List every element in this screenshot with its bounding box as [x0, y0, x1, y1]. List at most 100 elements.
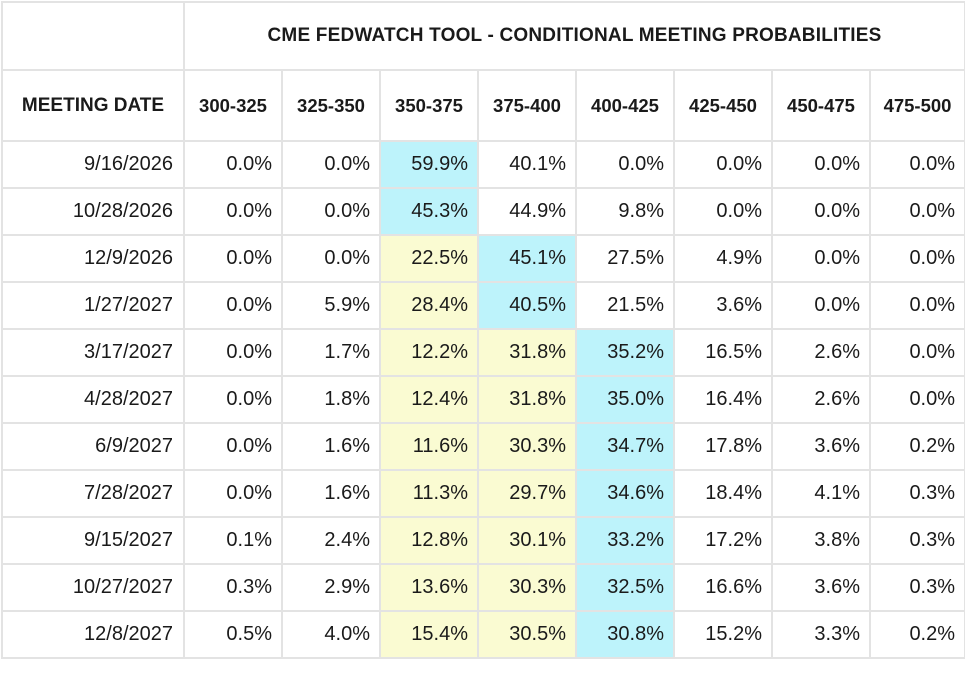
meeting-date-cell: 12/9/2026 — [1, 234, 185, 283]
probability-cell: 22.5% — [379, 234, 479, 283]
column-header: 325-350 — [281, 69, 381, 142]
column-header: 425-450 — [673, 69, 773, 142]
probability-cell: 16.6% — [673, 563, 773, 612]
probability-cell: 44.9% — [477, 187, 577, 236]
column-header: 450-475 — [771, 69, 871, 142]
probability-cell: 34.7% — [575, 422, 675, 471]
probability-cell: 59.9% — [379, 140, 479, 189]
title-row: CME FEDWATCH TOOL - CONDITIONAL MEETING … — [1, 1, 965, 71]
probability-cell: 0.0% — [183, 328, 283, 377]
probability-cell: 3.6% — [771, 563, 871, 612]
table-row: 1/27/2027 0.0% 5.9% 28.4% 40.5% 21.5% 3.6% 0.0%… — [1, 281, 965, 330]
probability-cell: 0.3% — [868, 563, 965, 612]
probability-cell: 0.0% — [868, 281, 965, 330]
probability-cell: 32.5% — [575, 563, 675, 612]
probability-cell: 2.4% — [281, 516, 381, 565]
probability-cell: 0.0% — [281, 187, 381, 236]
probability-cell: 0.2% — [868, 610, 965, 659]
probability-cell: 0.2% — [868, 422, 965, 471]
probability-cell: 0.5% — [183, 610, 283, 659]
meeting-date-cell: 9/15/2027 — [1, 516, 185, 565]
probability-cell: 5.9% — [281, 281, 381, 330]
probability-cell: 30.3% — [477, 563, 577, 612]
probability-cell: 0.0% — [868, 375, 965, 424]
probability-cell: 0.0% — [771, 140, 871, 189]
probability-cell: 2.6% — [771, 328, 871, 377]
meeting-date-cell: 9/16/2026 — [1, 140, 185, 189]
probability-cell: 34.6% — [575, 469, 675, 518]
probability-cell: 0.0% — [183, 375, 283, 424]
table-row: 9/16/2026 0.0% 0.0% 59.9% 40.1% 0.0% 0.0% 0.0% 0… — [1, 140, 965, 189]
header-row: MEETING DATE 300-325 325-350 350-375 375-40… — [1, 69, 965, 142]
table-row: 7/28/2027 0.0% 1.6% 11.3% 29.7% 34.6% 18.4% 4.1… — [1, 469, 965, 518]
probability-cell: 1.6% — [281, 469, 381, 518]
probability-cell: 45.3% — [379, 187, 479, 236]
probability-cell: 0.0% — [771, 187, 871, 236]
table-row: 12/8/2027 0.5% 4.0% 15.4% 30.5% 30.8% 15.2% 3.3… — [1, 610, 965, 659]
meeting-date-cell: 1/27/2027 — [1, 281, 185, 330]
probability-cell: 1.8% — [281, 375, 381, 424]
table-row: 4/28/2027 0.0% 1.8% 12.4% 31.8% 35.0% 16.4% 2.6… — [1, 375, 965, 424]
probability-cell: 17.2% — [673, 516, 773, 565]
probability-cell: 0.0% — [771, 234, 871, 283]
probability-cell: 21.5% — [575, 281, 675, 330]
probability-cell: 0.0% — [771, 281, 871, 330]
probability-cell: 30.8% — [575, 610, 675, 659]
probability-cell: 4.9% — [673, 234, 773, 283]
probability-cell: 0.0% — [183, 281, 283, 330]
probability-cell: 0.3% — [868, 516, 965, 565]
probability-cell: 40.1% — [477, 140, 577, 189]
probability-cell: 30.3% — [477, 422, 577, 471]
probability-cell: 13.6% — [379, 563, 479, 612]
probability-cell: 0.0% — [868, 140, 965, 189]
probability-cell: 0.0% — [183, 140, 283, 189]
probability-cell: 18.4% — [673, 469, 773, 518]
probability-cell: 35.2% — [575, 328, 675, 377]
meeting-date-cell: 6/9/2027 — [1, 422, 185, 471]
probability-cell: 0.0% — [673, 187, 773, 236]
probability-cell: 30.1% — [477, 516, 577, 565]
table-row: 6/9/2027 0.0% 1.6% 11.6% 30.3% 34.7% 17.8% 3.6%… — [1, 422, 965, 471]
probability-cell: 35.0% — [575, 375, 675, 424]
meeting-date-cell: 12/8/2027 — [1, 610, 185, 659]
table-row: 9/15/2027 0.1% 2.4% 12.8% 30.1% 33.2% 17.2% 3.8… — [1, 516, 965, 565]
probability-cell: 3.6% — [673, 281, 773, 330]
probability-cell: 0.0% — [281, 234, 381, 283]
probability-cell: 0.0% — [868, 234, 965, 283]
probability-cell: 0.0% — [183, 422, 283, 471]
probability-cell: 16.4% — [673, 375, 773, 424]
probability-cell: 12.2% — [379, 328, 479, 377]
probability-cell: 0.0% — [868, 187, 965, 236]
probability-cell: 30.5% — [477, 610, 577, 659]
column-header: 475-500 — [868, 69, 965, 142]
probability-cell: 0.0% — [183, 187, 283, 236]
probability-cell: 4.1% — [771, 469, 871, 518]
probability-cell: 3.6% — [771, 422, 871, 471]
probability-cell: 15.4% — [379, 610, 479, 659]
probability-cell: 12.4% — [379, 375, 479, 424]
probability-cell: 0.0% — [575, 140, 675, 189]
meeting-date-cell: 3/17/2027 — [1, 328, 185, 377]
probability-cell: 40.5% — [477, 281, 577, 330]
probability-cell: 11.3% — [379, 469, 479, 518]
meeting-date-cell: 10/27/2027 — [1, 563, 185, 612]
probability-cell: 16.5% — [673, 328, 773, 377]
meeting-date-cell: 4/28/2027 — [1, 375, 185, 424]
probability-cell: 11.6% — [379, 422, 479, 471]
column-header: 350-375 — [379, 69, 479, 142]
probability-cell: 0.0% — [183, 234, 283, 283]
probability-cell: 9.8% — [575, 187, 675, 236]
probability-cell: 31.8% — [477, 328, 577, 377]
probability-cell: 1.6% — [281, 422, 381, 471]
meeting-date-header: MEETING DATE — [1, 69, 185, 142]
table-row: 12/9/2026 0.0% 0.0% 22.5% 45.1% 27.5% 4.9% 0.0%… — [1, 234, 965, 283]
probability-cell: 0.1% — [183, 516, 283, 565]
probability-cell: 2.6% — [771, 375, 871, 424]
probability-cell: 0.3% — [183, 563, 283, 612]
fedwatch-probability-table: CME FEDWATCH TOOL - CONDITIONAL MEETING … — [1, 1, 965, 659]
probability-cell: 3.3% — [771, 610, 871, 659]
column-header: 400-425 — [575, 69, 675, 142]
probability-cell: 29.7% — [477, 469, 577, 518]
probability-cell: 0.3% — [868, 469, 965, 518]
table-row: 3/17/2027 0.0% 1.7% 12.2% 31.8% 35.2% 16.5% 2.6… — [1, 328, 965, 377]
